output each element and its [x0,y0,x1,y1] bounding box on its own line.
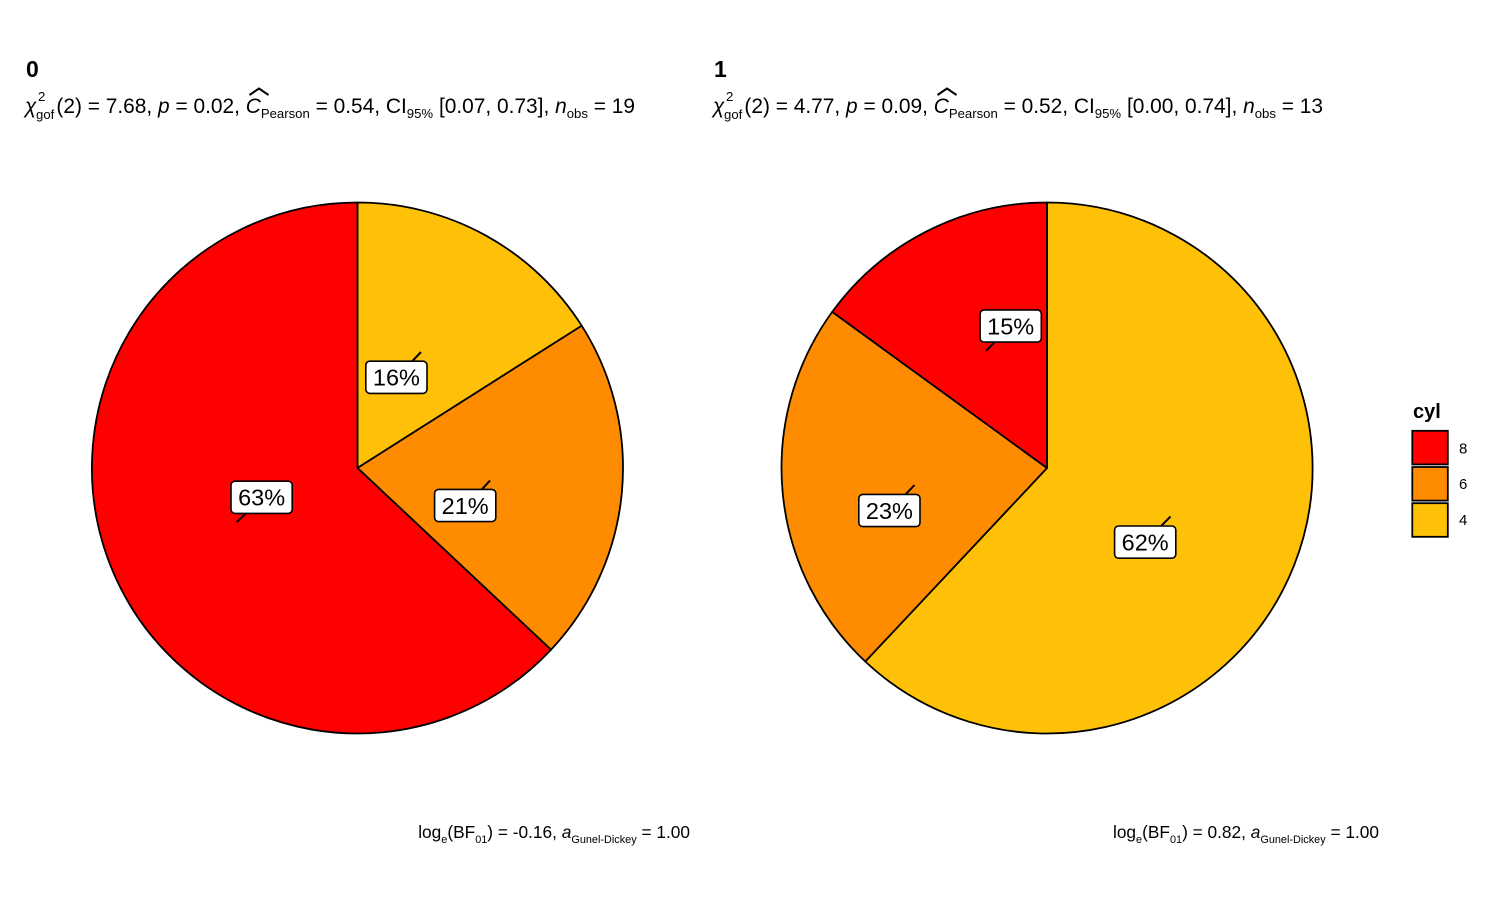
svg-text:23%: 23% [866,498,913,524]
svg-text:4: 4 [1459,512,1467,529]
svg-text:62%: 62% [1122,530,1169,556]
svg-text:63%: 63% [238,485,285,511]
svg-text:15%: 15% [987,313,1034,339]
svg-text:8: 8 [1459,441,1467,458]
svg-text:6: 6 [1459,476,1467,493]
svg-text:16%: 16% [373,365,420,391]
svg-text:21%: 21% [442,493,489,519]
svg-text:cyl: cyl [1413,401,1441,423]
